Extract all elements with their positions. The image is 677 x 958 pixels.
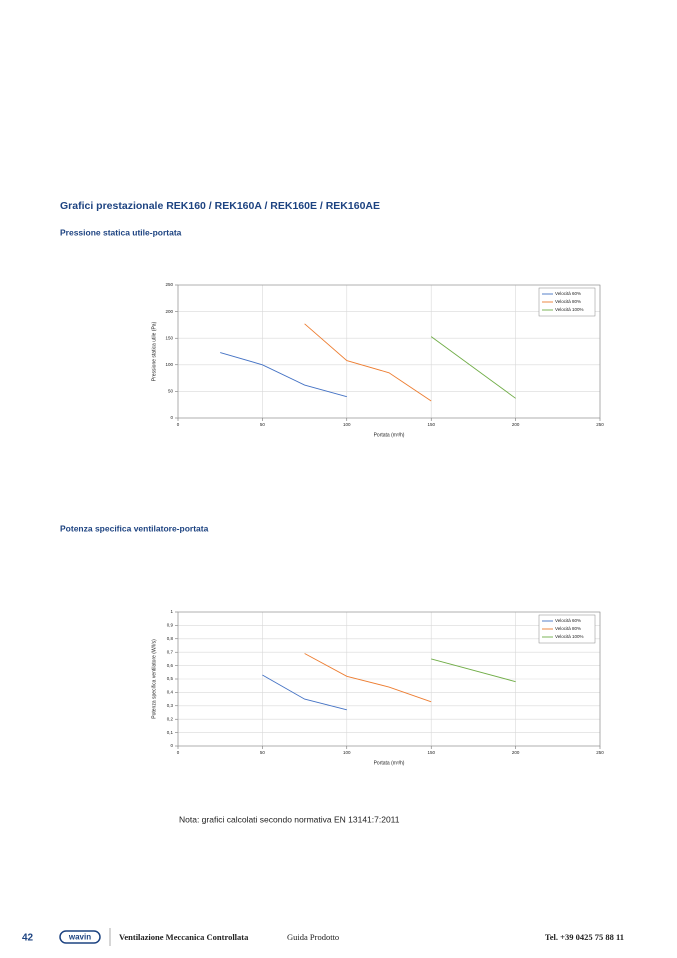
y-tick-label: 0,7 xyxy=(167,649,174,654)
y-tick-label: 0,3 xyxy=(167,703,174,708)
legend-label: Velocità 60% xyxy=(555,291,581,296)
x-tick-label: 250 xyxy=(596,422,604,427)
page-title: Grafici prestazionale REK160 / REK160A /… xyxy=(60,200,380,212)
chart-title: Pressione statica utile-portata xyxy=(60,227,182,237)
phone: Tel. +39 0425 75 88 11 xyxy=(545,932,624,942)
y-tick-label: 150 xyxy=(165,335,173,340)
x-tick-label: 100 xyxy=(343,750,351,755)
y-tick-label: 1 xyxy=(170,609,173,614)
product: Ventilazione Meccanica Controllata xyxy=(119,932,249,942)
x-tick-label: 50 xyxy=(260,750,266,755)
x-axis-label: Portata (m³/h) xyxy=(374,760,405,766)
logo: wavin xyxy=(68,933,91,942)
y-tick-label: 0,6 xyxy=(167,663,174,668)
legend-label: Velocità 60% xyxy=(555,618,581,623)
data-line xyxy=(430,336,516,399)
y-axis-label: Pressione statica utile (Pa) xyxy=(151,321,157,381)
y-tick-label: 0,9 xyxy=(167,623,174,628)
y-tick-label: 250 xyxy=(165,282,173,287)
y-tick-label: 0,5 xyxy=(167,676,174,681)
y-axis-label: Potenza specifica ventilatore (W/l/s) xyxy=(151,639,157,719)
y-tick-label: 0 xyxy=(170,415,173,420)
x-tick-label: 0 xyxy=(177,750,180,755)
x-tick-label: 0 xyxy=(177,422,180,427)
x-axis-label: Portata (m³/h) xyxy=(374,432,405,438)
y-tick-label: 200 xyxy=(165,309,173,314)
plot-frame xyxy=(177,611,601,747)
y-tick-label: 0,2 xyxy=(167,716,174,721)
y-tick-label: 0,4 xyxy=(167,690,174,695)
y-tick-label: 0,8 xyxy=(167,636,174,641)
data-line xyxy=(220,352,347,398)
y-tick-label: 50 xyxy=(168,389,174,394)
data-line xyxy=(431,658,516,683)
y-tick-label: 100 xyxy=(165,362,173,367)
y-tick-label: 0 xyxy=(170,743,173,748)
legend-label: Velocità 80% xyxy=(555,299,581,304)
y-tick-label: 0,1 xyxy=(167,730,174,735)
x-tick-label: 250 xyxy=(596,750,604,755)
logo-frame xyxy=(59,930,101,944)
x-tick-label: 150 xyxy=(427,750,435,755)
data-line xyxy=(304,323,432,402)
plot-frame xyxy=(177,284,601,419)
page-number: 42 xyxy=(22,933,34,944)
note: Nota: grafici calcolati secondo normativ… xyxy=(179,814,400,824)
x-tick-label: 200 xyxy=(512,750,520,755)
data-line xyxy=(304,653,432,703)
chart-title: Potenza specifica ventilatore-portata xyxy=(60,523,209,533)
x-tick-label: 100 xyxy=(343,422,351,427)
x-tick-label: 200 xyxy=(512,422,520,427)
legend-label: Velocità 80% xyxy=(555,626,581,631)
x-tick-label: 150 xyxy=(427,422,435,427)
legend-label: Velocità 100% xyxy=(555,634,584,639)
x-tick-label: 50 xyxy=(260,422,266,427)
data-line xyxy=(262,674,347,711)
guide: Guida Prodotto xyxy=(287,932,339,942)
legend-label: Velocità 100% xyxy=(555,307,584,312)
